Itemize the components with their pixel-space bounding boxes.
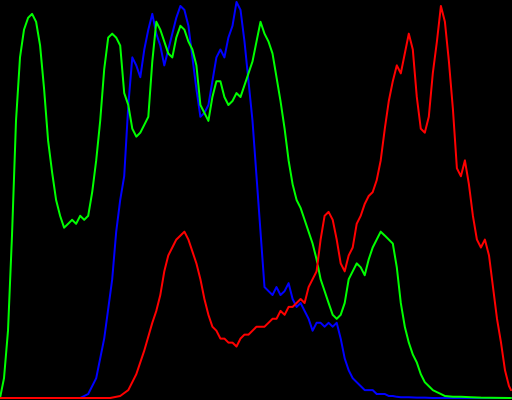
series-line-3 xyxy=(0,5,512,399)
series-line-2 xyxy=(0,12,512,399)
